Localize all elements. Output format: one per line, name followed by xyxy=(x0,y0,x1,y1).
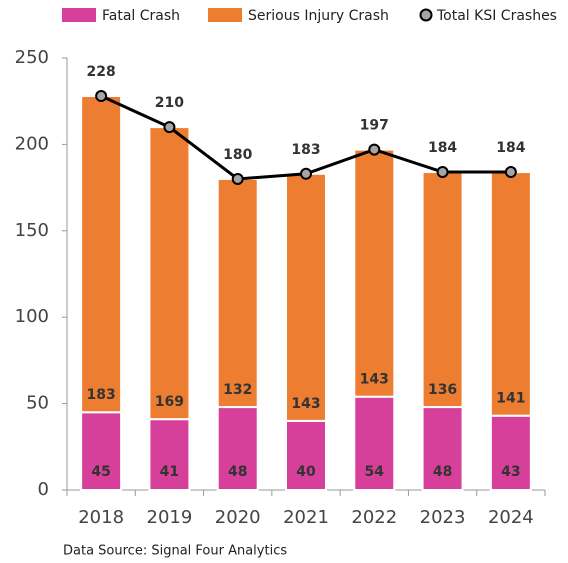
bar-segment xyxy=(353,395,396,491)
data-label: 141 xyxy=(496,391,525,407)
x-tick-label: 2018 xyxy=(78,507,124,528)
data-label: 48 xyxy=(228,464,247,480)
legend-swatch xyxy=(62,8,96,22)
data-label: 143 xyxy=(360,372,389,388)
data-label: 169 xyxy=(155,394,184,410)
line-marker xyxy=(504,166,517,179)
data-label: 45 xyxy=(91,464,110,480)
data-label: 54 xyxy=(365,464,385,480)
data-label: 132 xyxy=(223,382,252,398)
x-tick-label: 2024 xyxy=(488,507,534,528)
bar-segment xyxy=(148,126,191,421)
line-marker xyxy=(436,166,449,179)
legend-marker xyxy=(419,8,433,22)
bar-segment xyxy=(80,95,123,414)
y-tick-label: 200 xyxy=(15,133,49,154)
line-marker xyxy=(95,90,108,103)
x-tick-label: 2019 xyxy=(147,507,193,528)
data-label: 183 xyxy=(87,387,116,403)
data-label: 143 xyxy=(291,396,320,412)
y-tick-label: 250 xyxy=(15,47,49,68)
data-label: 197 xyxy=(360,118,389,134)
bar-segment xyxy=(421,406,464,491)
data-label: 180 xyxy=(223,147,252,163)
data-label: 136 xyxy=(428,382,457,398)
legend-swatch xyxy=(208,8,242,22)
x-tick-label: 2023 xyxy=(420,507,466,528)
y-tick-label: 150 xyxy=(15,220,49,241)
data-label: 183 xyxy=(291,142,320,158)
bar-segment xyxy=(489,171,532,417)
data-label: 41 xyxy=(160,464,179,480)
line-marker xyxy=(300,167,312,180)
bar-segment xyxy=(421,171,464,409)
data-label: 184 xyxy=(496,140,525,156)
data-label: 43 xyxy=(501,464,520,480)
bar-segment xyxy=(216,406,259,491)
legend-label: Fatal Crash xyxy=(102,8,180,24)
x-tick-label: 2021 xyxy=(283,507,329,528)
bar-segment xyxy=(216,177,259,409)
data-label: 40 xyxy=(296,464,316,480)
line-marker xyxy=(231,172,244,185)
x-tick-label: 2022 xyxy=(351,507,397,528)
data-label: 210 xyxy=(155,95,184,111)
source-note: Data Source: Signal Four Analytics xyxy=(63,544,287,559)
bar-segment xyxy=(285,419,327,492)
legend-label: Serious Injury Crash xyxy=(248,8,389,24)
data-label: 48 xyxy=(433,464,452,480)
y-tick-label: 50 xyxy=(26,393,49,414)
y-tick-label: 100 xyxy=(15,306,49,327)
data-label: 184 xyxy=(428,140,457,156)
bar-segment xyxy=(353,148,396,398)
line-marker xyxy=(163,121,176,134)
bar-segment xyxy=(285,172,327,422)
bar-segment xyxy=(80,411,123,491)
legend-label: Total KSI Crashes xyxy=(436,8,557,24)
y-tick-label: 0 xyxy=(38,479,49,500)
line-marker xyxy=(368,143,381,156)
data-label: 228 xyxy=(87,64,116,80)
x-tick-label: 2020 xyxy=(215,507,261,528)
